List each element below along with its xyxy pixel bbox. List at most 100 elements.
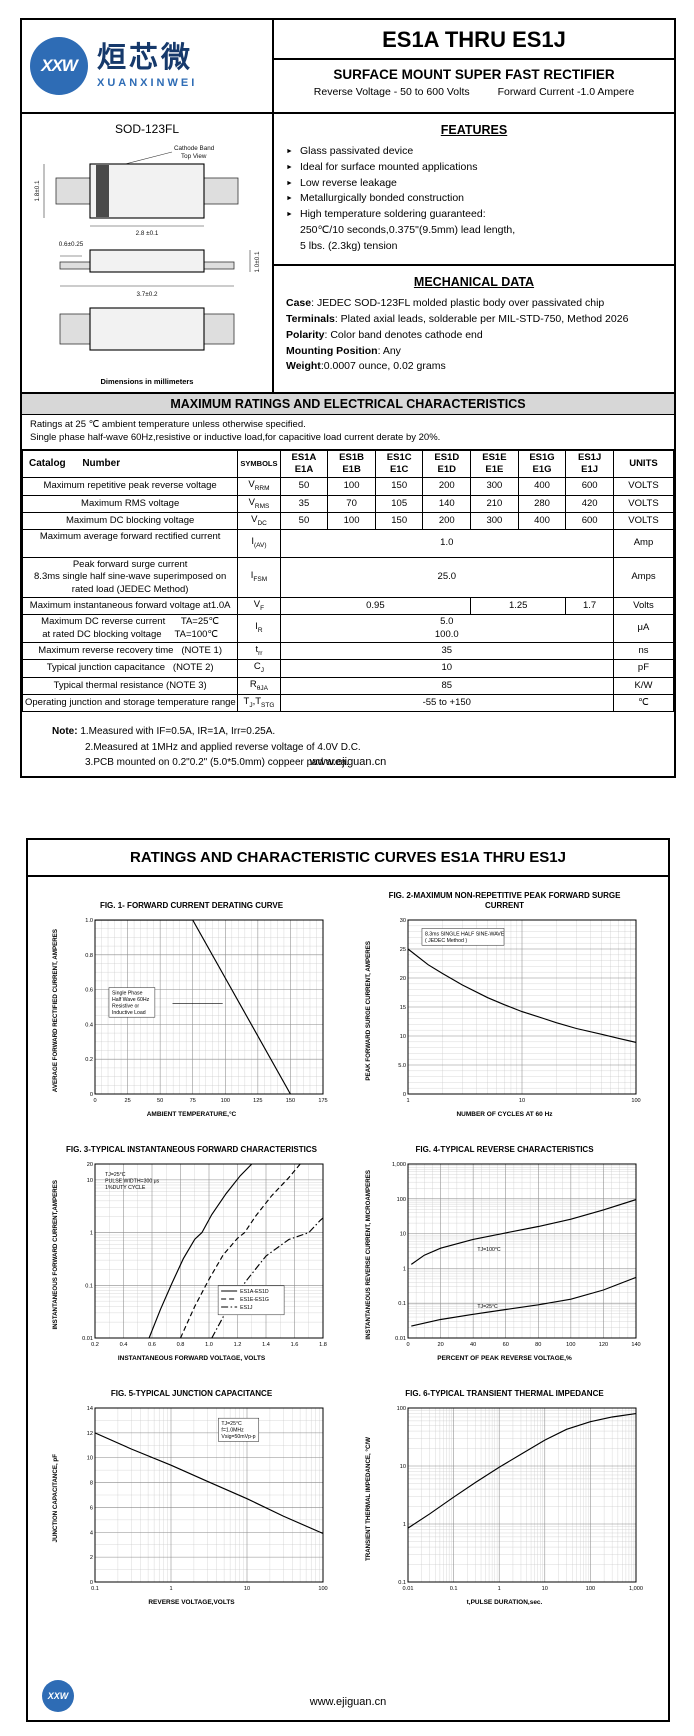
svg-text:ES1E-ES1G: ES1E-ES1G xyxy=(240,1297,269,1303)
svg-text:0.8: 0.8 xyxy=(85,953,93,959)
dim-body-width: 2.8 ±0.1 xyxy=(136,230,159,237)
row-value: 600 xyxy=(565,477,614,496)
svg-text:1: 1 xyxy=(402,1266,405,1272)
row-value: 100 xyxy=(327,477,376,496)
row-symbol: I(AV) xyxy=(237,529,281,558)
part-number-title: ES1A THRU ES1J xyxy=(274,20,674,60)
row-value: 150 xyxy=(374,511,424,531)
dimensions-caption: Dimensions in millimeters xyxy=(100,377,194,386)
table-row: Maximum average forward rectified curren… xyxy=(21,529,675,558)
mechanical-label: Case xyxy=(286,297,312,310)
svg-text:25: 25 xyxy=(399,947,405,953)
row-label: Operating junction and storage temperatu… xyxy=(21,693,239,713)
svg-text:1: 1 xyxy=(169,1586,172,1592)
features-section: FEATURES ► Glass passivated device ► Ideal … xyxy=(274,114,674,267)
figure-1-y-axis-label: AVERAGE FORWARD RECTIFIED CURRENT, AMPER… xyxy=(51,929,59,1093)
row-value: 10 xyxy=(279,659,614,678)
row-value: 300 xyxy=(470,511,519,531)
svg-text:0.2: 0.2 xyxy=(91,1342,99,1348)
page-header: XXW 烜芯微 XUANXINWEI ES1A THRU ES1J SURFAC… xyxy=(22,20,674,114)
row-value: 280 xyxy=(517,494,567,513)
bottom-left-pad xyxy=(59,313,95,345)
row-unit: VOLTS xyxy=(612,477,675,496)
figure-3: FIG. 3-TYPICAL INSTANTANEOUS FORWARD CHA… xyxy=(38,1135,345,1363)
feature-text: 250℃/10 seconds,0.375"(9.5mm) lead lengt… xyxy=(300,223,516,236)
svg-text:0: 0 xyxy=(93,1098,96,1104)
company-logo-icon: XXW xyxy=(30,37,88,95)
row-value: 300 xyxy=(470,477,519,496)
package-panel: SOD-123FL Cathode Band Top View 2.8 ±0.1… xyxy=(22,114,274,392)
svg-text:Vsig=50mVp-p: Vsig=50mVp-p xyxy=(221,1434,255,1440)
svg-text:2: 2 xyxy=(89,1555,92,1561)
svg-text:6: 6 xyxy=(89,1505,92,1511)
header-device: ES1G E1G xyxy=(517,449,567,479)
svg-text:1: 1 xyxy=(89,1230,92,1236)
package-name: SOD-123FL xyxy=(114,122,180,136)
row-value: 0.95 xyxy=(279,596,472,616)
dim-body-height: 1.8±0.1 xyxy=(34,180,41,201)
brand-name-en: XUANXINWEI xyxy=(97,76,198,89)
svg-text:0.1: 0.1 xyxy=(398,1580,406,1586)
svg-text:4: 4 xyxy=(89,1530,92,1536)
svg-text:100: 100 xyxy=(585,1586,594,1592)
svg-text:175: 175 xyxy=(318,1098,327,1104)
row-label: Maximum instantaneous forward voltage at… xyxy=(21,596,239,616)
notes-section: Note: 1.Measured with IF=0.5A, IR=1A, Ir… xyxy=(22,712,674,771)
feature-item: ► Glass passivated device xyxy=(286,144,662,160)
feature-bullet-icon: ► xyxy=(286,179,293,187)
feature-item: ► Low reverse leakage xyxy=(286,176,662,192)
row-label: Maximum RMS voltage xyxy=(21,494,239,513)
mechanical-label: Weight xyxy=(286,360,321,373)
figure-3-x-axis-label: INSTANTANEOUS FORWARD VOLTAGE, VOLTS xyxy=(117,1354,266,1362)
svg-text:10: 10 xyxy=(243,1586,249,1592)
header-device: ES1C E1C xyxy=(374,449,424,479)
mechanical-row: Case: JEDEC SOD-123FL molded plastic bod… xyxy=(286,296,662,312)
svg-text:1: 1 xyxy=(406,1098,409,1104)
svg-text:0.4: 0.4 xyxy=(119,1342,127,1348)
svg-text:Half Wave 60Hz: Half Wave 60Hz xyxy=(111,997,149,1003)
svg-text:100: 100 xyxy=(396,1197,405,1203)
figure-1-chart: 0 25 50 75 100 125 150 175 0 0.2 0.4 0.6 0.8 1.0 Singl… xyxy=(85,918,327,1104)
mechanical-text: : JEDEC SOD-123FL molded plastic body ov… xyxy=(311,297,605,310)
svg-text:ES1A-ES1D: ES1A-ES1D xyxy=(240,1289,269,1295)
table-row: Maximum reverse recovery time (NOTE 1) tr… xyxy=(21,641,675,661)
row-label: Maximum repetitive peak reverse voltage xyxy=(21,477,239,496)
figure-4-title: FIG. 4-TYPICAL REVERSE CHARACTERISTICS xyxy=(415,1144,594,1154)
row-value: 85 xyxy=(279,676,614,695)
curves-page-title: RATINGS AND CHARACTERISTIC CURVES ES1A T… xyxy=(28,840,668,877)
row-unit: ns xyxy=(612,641,675,661)
table-row: Operating junction and storage temperatu… xyxy=(21,693,675,713)
feature-bullet-icon: ► xyxy=(286,195,293,203)
curve-derating-curve xyxy=(94,920,291,1094)
row-value: 1.25 xyxy=(470,596,567,616)
svg-text:140: 140 xyxy=(631,1342,640,1348)
svg-text:1%DUTY CYCLE: 1%DUTY CYCLE xyxy=(105,1185,146,1191)
mechanical-label: Mounting Position xyxy=(286,344,378,357)
svg-text:( JEDEC Method ): ( JEDEC Method ) xyxy=(424,938,466,944)
figure-4-chart: 0 20 40 60 80 100 120 140 0.01 0.1 1 10 100 1,000 TJ=1… xyxy=(392,1162,641,1348)
figure-5-chart: 0.1 1 10 100 0 2 4 6 8 10 12 14 TJ=25°Cf=1.0MHzVsig=… xyxy=(86,1406,327,1592)
feature-item: ► High temperature soldering guaranteed: xyxy=(286,207,662,223)
svg-text:0: 0 xyxy=(89,1092,92,1098)
row-unit: K/W xyxy=(612,676,675,695)
svg-text:TJ=25°C: TJ=25°C xyxy=(221,1421,242,1427)
mechanical-heading: MECHANICAL DATA xyxy=(413,275,535,290)
svg-text:80: 80 xyxy=(535,1342,541,1348)
table-row: Maximum RMS voltage VRMS 35 70 105 140 210 280 4… xyxy=(21,494,675,513)
row-symbol: VRRM xyxy=(237,477,281,496)
mechanical-text: : Plated axial leads, solderable per MIL… xyxy=(334,313,629,325)
curve-TJ-100C xyxy=(410,1198,636,1265)
svg-text:10: 10 xyxy=(399,1034,405,1040)
row-value: 35 xyxy=(279,494,329,513)
row-value: 400 xyxy=(517,477,567,496)
feature-text: Ideal for surface mounted applications xyxy=(300,160,478,173)
row-value: 400 xyxy=(517,511,567,531)
svg-text:0.01: 0.01 xyxy=(82,1336,93,1342)
row-value: 1.0 xyxy=(279,529,614,558)
header-device: ES1D E1D xyxy=(422,449,472,479)
svg-text:150: 150 xyxy=(285,1098,294,1104)
ratings-table: Catalog Number SYMBOLS ES1A E1A ES1B E1B ES1C E… xyxy=(21,449,675,713)
svg-text:50: 50 xyxy=(157,1098,163,1104)
header-device: ES1A E1A xyxy=(279,449,329,479)
